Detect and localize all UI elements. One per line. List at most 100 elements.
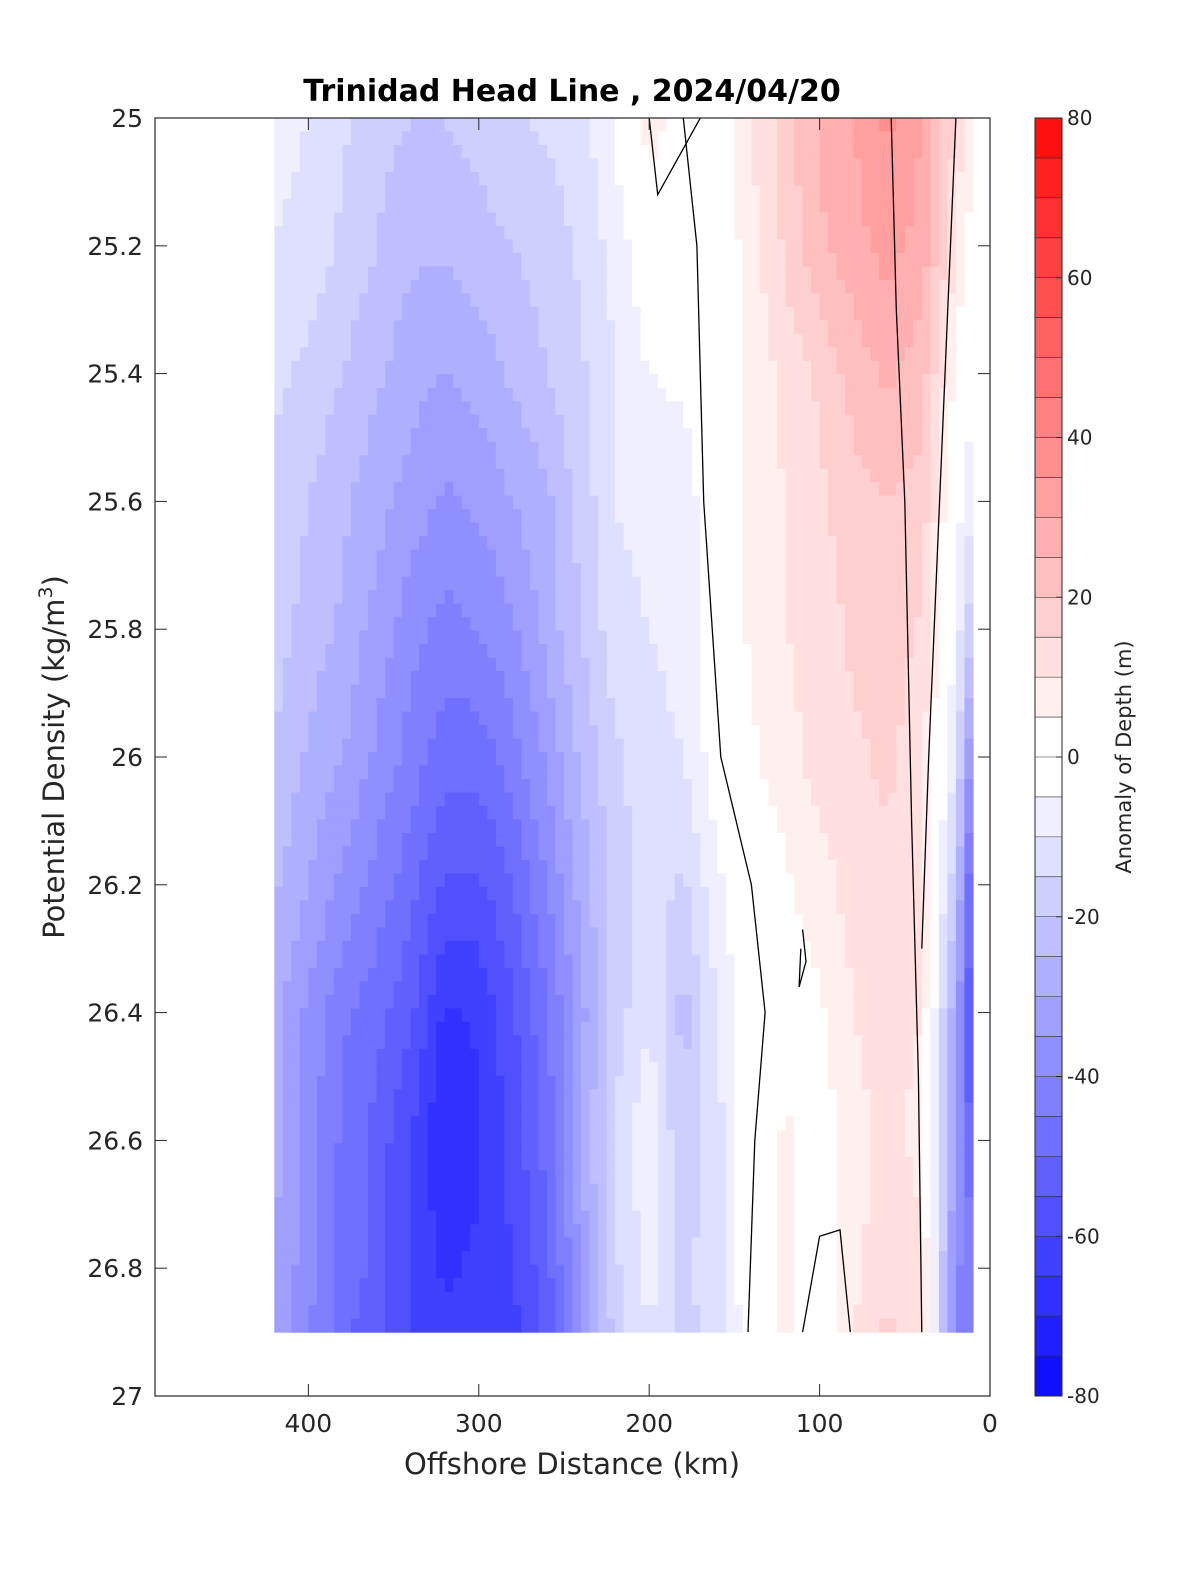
heatmap-cell [632,752,642,767]
heatmap-cell [623,738,633,753]
heatmap-cell [512,522,522,537]
heatmap-cell [845,927,855,942]
heatmap-cell [776,468,787,483]
heatmap-cell [325,225,335,241]
heatmap-cell [504,522,514,537]
heatmap-cell [649,549,659,564]
heatmap-cell [359,509,369,524]
heatmap-cell [376,886,386,902]
heatmap-cell [794,671,804,686]
heatmap-cell [410,279,420,294]
heatmap-cell [870,158,880,173]
heatmap-cell [538,509,548,524]
heatmap-cell [862,671,872,686]
heatmap-cell [776,765,787,780]
heatmap-cell [350,509,361,524]
heatmap-cell [427,913,437,928]
heatmap-cell [581,198,591,214]
heatmap-cell [828,360,838,375]
heatmap-cell [887,118,897,133]
heatmap-cell [785,428,795,443]
heatmap-cell [725,455,735,470]
heatmap-cell [955,792,966,807]
heatmap-cell [836,495,846,510]
heatmap-cell [470,118,480,133]
heatmap-cell [529,738,540,753]
heatmap-cell [768,320,778,335]
heatmap-cell [359,644,369,659]
heatmap-cell [751,360,761,375]
heatmap-cell [615,293,625,308]
heatmap-cell [845,536,855,551]
heatmap-cell [529,792,540,807]
heatmap-cell [751,185,761,200]
heatmap-cell [734,239,744,254]
heatmap-cell [683,913,693,928]
heatmap-cell [274,428,284,443]
heatmap-cell [291,509,301,524]
heatmap-cell [819,711,829,726]
heatmap-cell [461,212,471,227]
heatmap-cell [615,617,625,632]
heatmap-cell [333,657,344,672]
heatmap-cell [759,252,770,267]
heatmap-cell [955,563,966,578]
heatmap-cell [649,495,659,510]
heatmap-cell [291,900,301,915]
heatmap-cell [921,131,931,146]
heatmap-cell [291,549,301,564]
heatmap-cell [529,536,540,551]
heatmap-cell [529,765,540,780]
heatmap-cell [879,266,889,281]
heatmap-cell [453,171,463,187]
heatmap-cell [589,644,599,659]
heatmap-cell [368,657,378,672]
heatmap-cell [350,886,361,902]
heatmap-cell [649,630,659,645]
heatmap-cell [870,779,880,794]
heatmap-cell [734,644,744,659]
heatmap-cell [785,158,795,173]
heatmap-cell [572,198,582,214]
heatmap-cell [342,738,352,753]
heatmap-cell [342,913,352,928]
heatmap-cell [470,239,480,254]
heatmap-cell [546,927,557,942]
heatmap-cell [734,779,744,794]
heatmap-cell [470,158,480,173]
heatmap-cell [632,387,642,402]
heatmap-cell [828,725,838,740]
heatmap-cell [717,536,727,551]
heatmap-cell [606,495,616,510]
heatmap-cell [504,738,514,753]
heatmap-cell [623,198,633,214]
heatmap-cell [930,347,940,362]
heatmap-cell [759,711,770,726]
heatmap-cell [521,617,531,632]
heatmap-cell [811,832,821,848]
heatmap-cell [453,293,463,308]
heatmap-cell [930,495,940,510]
heatmap-cell [546,374,557,389]
heatmap-cell [436,401,446,416]
heatmap-cell [316,590,327,605]
heatmap-cell [768,212,778,227]
heatmap-cell [921,279,931,294]
heatmap-cell [879,603,889,618]
heatmap-cell [538,549,548,564]
heatmap-cell [359,131,369,146]
heatmap-cell [811,576,821,591]
heatmap-cell [444,698,454,713]
heatmap-cell [598,576,608,591]
heatmap-cell [862,873,872,888]
heatmap-cell [453,671,463,686]
heatmap-cell [504,509,514,524]
heatmap-cell [776,873,787,888]
heatmap-cell [427,293,437,308]
heatmap-cell [828,387,838,402]
heatmap-cell [316,320,327,335]
heatmap-cell [862,333,872,348]
heatmap-cell [632,590,642,605]
heatmap-cell [913,725,923,740]
heatmap-cell [316,468,327,483]
